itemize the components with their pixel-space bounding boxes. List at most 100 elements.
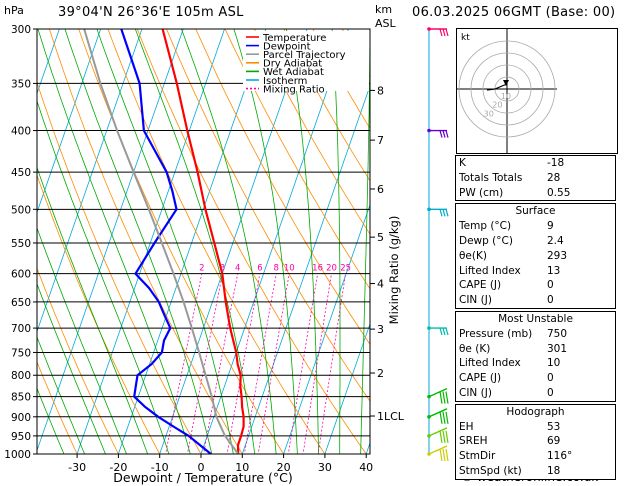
series-parcel-trajectory bbox=[83, 29, 240, 454]
hodograph-ring bbox=[458, 40, 556, 138]
wet-adiabat bbox=[37, 166, 149, 454]
surface-label: θe(K) bbox=[459, 249, 487, 262]
km-tick-label: 6 bbox=[377, 183, 384, 196]
datetime-label: 06.03.2025 06GMT (Base: 00) bbox=[412, 5, 616, 20]
most-unstable-row: CAPE (J) 0 bbox=[456, 371, 615, 386]
surface-value: 0 bbox=[547, 279, 554, 292]
legend-label: Temperature bbox=[262, 33, 326, 44]
mixing-ratio-tick-label: 8 bbox=[274, 264, 279, 274]
isotherm-line bbox=[283, 203, 370, 454]
surface-value: 293 bbox=[547, 249, 568, 262]
hpa-label: hPa bbox=[4, 4, 24, 17]
pressure-tick-label: 750 bbox=[11, 347, 31, 359]
legend-label: Mixing Ratio bbox=[263, 84, 325, 95]
mixing-ratio-tick-label: 20 bbox=[326, 264, 337, 274]
most-unstable-value: 301 bbox=[547, 342, 568, 355]
index-row: PW (cm) 0.55 bbox=[456, 186, 615, 201]
mixing-ratio-axis-label: Mixing Ratio (g/kg) bbox=[387, 216, 401, 325]
wind-barb-flag bbox=[445, 327, 449, 336]
wind-barb-flag bbox=[445, 209, 449, 217]
most-unstable-label: CIN (J) bbox=[459, 386, 492, 399]
pressure-tick-label: 350 bbox=[11, 78, 31, 90]
wind-barb-staff bbox=[428, 408, 448, 418]
dry-adiabat bbox=[224, 29, 370, 290]
index-row: K -18 bbox=[456, 156, 615, 171]
wet-adiabat bbox=[37, 336, 86, 454]
hodograph-value: 69 bbox=[547, 435, 561, 448]
mixing-ratio-line bbox=[257, 273, 290, 454]
x-tick-label: -30 bbox=[68, 461, 86, 474]
wind-barb-flag bbox=[439, 448, 443, 462]
location-label: 39°04'N 26°36'E 105m ASL bbox=[58, 5, 244, 20]
hodograph-unit-label: kt bbox=[461, 33, 470, 43]
wet-adiabat bbox=[360, 29, 370, 454]
series-temperature bbox=[161, 29, 245, 454]
dry-adiabat bbox=[107, 29, 326, 454]
dry-adiabat bbox=[253, 29, 370, 236]
surface-value: 2.4 bbox=[547, 234, 564, 247]
index-value: 28 bbox=[547, 171, 561, 184]
wind-barb-flag bbox=[439, 209, 443, 217]
isotherm-line bbox=[117, 29, 267, 454]
wind-barb-dot bbox=[427, 415, 431, 419]
index-row: Totals Totals 28 bbox=[456, 171, 615, 186]
plot-frame bbox=[36, 28, 371, 455]
most-unstable-label: Pressure (mb) bbox=[459, 327, 533, 340]
wet-adiabat bbox=[37, 226, 127, 454]
pressure-tick-label: 500 bbox=[11, 204, 31, 216]
isotherm-line bbox=[159, 29, 308, 454]
isotherm-line bbox=[37, 29, 102, 214]
wind-barb-flag bbox=[442, 209, 446, 217]
wet-adiabat bbox=[134, 29, 256, 454]
hodograph-ring-label: 20 bbox=[492, 101, 502, 110]
wet-adiabat bbox=[37, 282, 106, 454]
legend-label: Wet Adiabat bbox=[263, 67, 324, 78]
dry-adiabat bbox=[37, 267, 119, 454]
isotherm-line bbox=[241, 84, 370, 454]
indices-panel: K -18 Totals Totals 28 PW (cm) 0.55 Surface T… bbox=[455, 155, 616, 480]
isotherm-line bbox=[37, 29, 184, 452]
wind-barb bbox=[427, 408, 449, 424]
pressure-tick-label: 800 bbox=[11, 370, 31, 382]
surface-value: 9 bbox=[547, 220, 554, 233]
most-unstable-row: CIN (J) 0 bbox=[456, 386, 615, 401]
most-unstable-title: Most Unstable bbox=[498, 312, 573, 325]
isotherm-line bbox=[324, 322, 370, 454]
index-label: PW (cm) bbox=[459, 186, 504, 199]
mixing-ratio-tick-label: 6 bbox=[257, 264, 262, 274]
hodograph-ring bbox=[482, 64, 532, 114]
pressure-tick-label: 950 bbox=[11, 431, 31, 443]
wind-barb-staff bbox=[428, 445, 448, 455]
hodograph-ring-label: 10 bbox=[501, 92, 511, 101]
dry-adiabat bbox=[37, 174, 161, 454]
surface-label: Temp (°C) bbox=[459, 220, 512, 233]
mixing-ratio-line bbox=[287, 273, 318, 454]
km-tick-label: 8 bbox=[377, 84, 384, 97]
wind-barb-flag bbox=[439, 391, 443, 404]
wind-barb-flag bbox=[442, 430, 446, 443]
most-unstable-row: Pressure (mb) 750 bbox=[456, 327, 615, 342]
wind-barb bbox=[427, 326, 449, 336]
wind-barb-dot bbox=[427, 27, 431, 31]
index-label: K bbox=[459, 157, 466, 169]
pressure-tick-label: 1000 bbox=[4, 449, 31, 461]
wind-barb-flag bbox=[442, 130, 446, 138]
mixing-ratio-tick-label: 4 bbox=[235, 264, 240, 274]
most-unstable-value: 0 bbox=[547, 386, 554, 399]
wind-barb-flag bbox=[442, 448, 446, 462]
wet-adiabat bbox=[331, 29, 341, 454]
wind-barb-flag bbox=[442, 411, 446, 424]
surface-box: Surface Temp (°C) 9 Dewp (°C) 2.4 θe(K) 293 Li… bbox=[455, 203, 616, 309]
wind-barb-dot bbox=[427, 207, 431, 212]
wind-barb-flag bbox=[445, 391, 449, 404]
hodograph-row: StmSpd (kt) 18 bbox=[456, 464, 615, 479]
hodograph-trace bbox=[486, 83, 508, 91]
wind-barb-flag bbox=[442, 391, 446, 404]
hodograph-row: SREH 69 bbox=[456, 434, 615, 449]
dry-adiabat bbox=[166, 29, 370, 402]
wet-adiabat bbox=[37, 29, 191, 454]
series-dewpoint bbox=[120, 29, 212, 454]
mixing-ratio-tick-label: 3 bbox=[220, 264, 225, 274]
hodograph-value: 53 bbox=[547, 420, 561, 433]
